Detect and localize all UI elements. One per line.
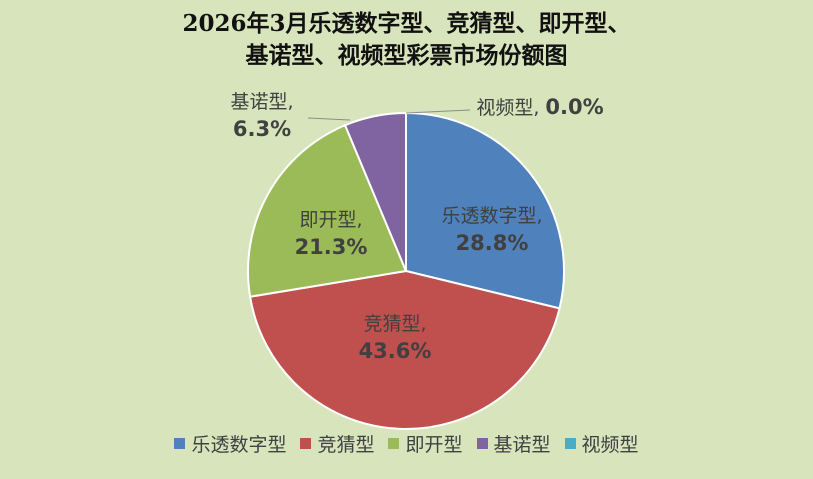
data-label-value-4: 0.0% bbox=[545, 95, 603, 119]
legend-swatch-0 bbox=[174, 438, 186, 449]
data-label-value-2: 21.3% bbox=[295, 235, 368, 259]
chart-title-line-1: 2026年3月乐透数字型、竞猜型、即开型、 bbox=[182, 10, 631, 37]
pie-slice-3 bbox=[343, 111, 407, 272]
pie-slice-2 bbox=[247, 123, 408, 298]
data-label-name-3: 基诺型, bbox=[230, 91, 293, 113]
data-label-value-3: 6.3% bbox=[233, 117, 291, 141]
leader-line-3 bbox=[307, 117, 351, 121]
legend-item-1: 竞猜型 bbox=[300, 430, 374, 457]
legend-swatch-2 bbox=[388, 438, 400, 449]
legend-item-4: 视频型 bbox=[564, 430, 639, 457]
chart-legend: 乐透数字型 竞猜型 即开型 基诺型 视频型 bbox=[0, 430, 813, 457]
pie-slice-0 bbox=[405, 111, 565, 310]
legend-label-4: 视频型 bbox=[581, 434, 639, 456]
data-label-value-1: 43.6% bbox=[359, 339, 432, 363]
legend-item-2: 即开型 bbox=[388, 430, 463, 457]
data-label-value-0: 28.8% bbox=[456, 231, 529, 255]
legend-label-2: 即开型 bbox=[405, 434, 463, 456]
legend-item-0: 乐透数字型 bbox=[174, 430, 286, 457]
data-label-4: 视频型, 0.0% bbox=[476, 95, 603, 119]
chart-title-line-2: 基诺型、视频型彩票市场份额图 bbox=[245, 42, 568, 69]
leader-line-4 bbox=[405, 109, 471, 114]
legend-label-3: 基诺型 bbox=[493, 434, 551, 456]
legend-swatch-4 bbox=[564, 438, 576, 449]
data-label-name-4: 视频型, bbox=[476, 97, 545, 119]
legend-label-0: 乐透数字型 bbox=[191, 434, 287, 456]
data-label-name-2: 即开型, bbox=[299, 209, 362, 231]
legend-item-3: 基诺型 bbox=[476, 430, 551, 457]
legend-swatch-3 bbox=[476, 438, 488, 449]
legend-swatch-1 bbox=[300, 438, 312, 449]
data-label-name-1: 竞猜型, bbox=[363, 313, 426, 335]
chart-title: 2026年3月乐透数字型、竞猜型、即开型、 基诺型、视频型彩票市场份额图 bbox=[0, 8, 813, 72]
data-label-name-0: 乐透数字型, bbox=[441, 205, 542, 227]
legend-label-1: 竞猜型 bbox=[317, 434, 375, 456]
pie-slice-1 bbox=[248, 269, 561, 430]
